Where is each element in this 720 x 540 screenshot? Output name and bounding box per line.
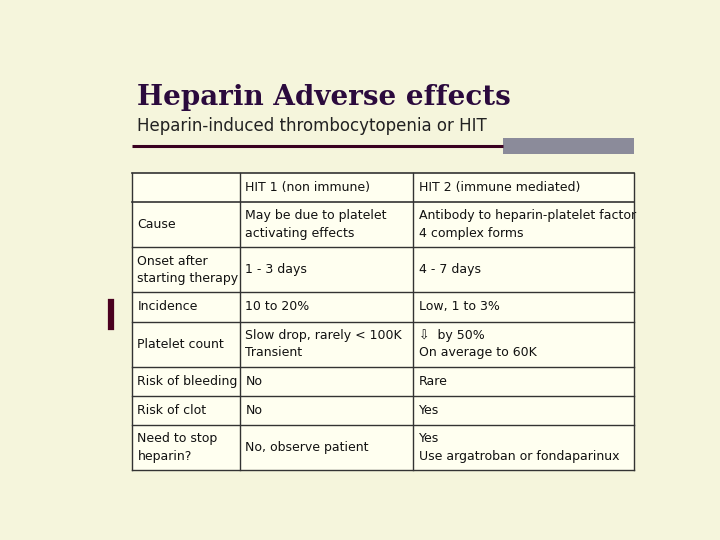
Bar	[413, 425, 634, 470]
Bar	[132, 247, 240, 292]
Bar	[240, 321, 413, 367]
Bar	[413, 367, 634, 396]
Bar	[132, 202, 240, 247]
Bar	[240, 173, 413, 202]
Bar	[413, 173, 634, 202]
Bar	[240, 367, 413, 396]
Text: HIT 2 (immune mediated): HIT 2 (immune mediated)	[418, 181, 580, 194]
Bar	[413, 292, 634, 321]
Text: Slow drop, rarely < 100K
Transient: Slow drop, rarely < 100K Transient	[246, 329, 402, 359]
Bar	[413, 396, 634, 425]
Text: Onset after
starting therapy: Onset after starting therapy	[138, 254, 238, 285]
Bar	[240, 396, 413, 425]
Text: Heparin Adverse effects: Heparin Adverse effects	[138, 84, 511, 111]
Text: 4 - 7 days: 4 - 7 days	[418, 264, 481, 276]
Bar	[132, 173, 240, 202]
Bar	[413, 247, 634, 292]
Text: May be due to platelet
activating effects: May be due to platelet activating effect…	[246, 210, 387, 240]
Text: 10 to 20%: 10 to 20%	[246, 300, 310, 313]
Text: Yes
Use argatroban or fondaparinux: Yes Use argatroban or fondaparinux	[418, 433, 619, 463]
Bar	[240, 247, 413, 292]
Bar	[132, 292, 240, 321]
FancyBboxPatch shape	[503, 138, 634, 154]
Text: Cause: Cause	[138, 218, 176, 231]
Bar	[413, 321, 634, 367]
Bar	[132, 321, 240, 367]
Text: Incidence: Incidence	[138, 300, 198, 313]
Text: Low, 1 to 3%: Low, 1 to 3%	[418, 300, 500, 313]
Text: Heparin-induced thrombocytopenia or HIT: Heparin-induced thrombocytopenia or HIT	[138, 117, 487, 135]
Text: No: No	[246, 375, 262, 388]
Bar	[132, 425, 240, 470]
Text: HIT 1 (non immune): HIT 1 (non immune)	[246, 181, 370, 194]
Text: Risk of bleeding: Risk of bleeding	[138, 375, 238, 388]
Bar	[240, 425, 413, 470]
Bar	[240, 292, 413, 321]
Text: ⇩  by 50%
On average to 60K: ⇩ by 50% On average to 60K	[418, 329, 536, 359]
Bar	[413, 202, 634, 247]
Text: 1 - 3 days: 1 - 3 days	[246, 264, 307, 276]
Bar	[132, 367, 240, 396]
Text: No: No	[246, 404, 262, 417]
Text: Platelet count: Platelet count	[138, 338, 224, 350]
Bar	[132, 396, 240, 425]
Text: Yes: Yes	[418, 404, 439, 417]
Text: No, observe patient: No, observe patient	[246, 441, 369, 454]
Text: Risk of clot: Risk of clot	[138, 404, 207, 417]
Bar	[240, 202, 413, 247]
Text: Need to stop
heparin?: Need to stop heparin?	[138, 433, 217, 463]
Text: Rare: Rare	[418, 375, 448, 388]
Text: Antibody to heparin-platelet factor
4 complex forms: Antibody to heparin-platelet factor 4 co…	[418, 210, 636, 240]
